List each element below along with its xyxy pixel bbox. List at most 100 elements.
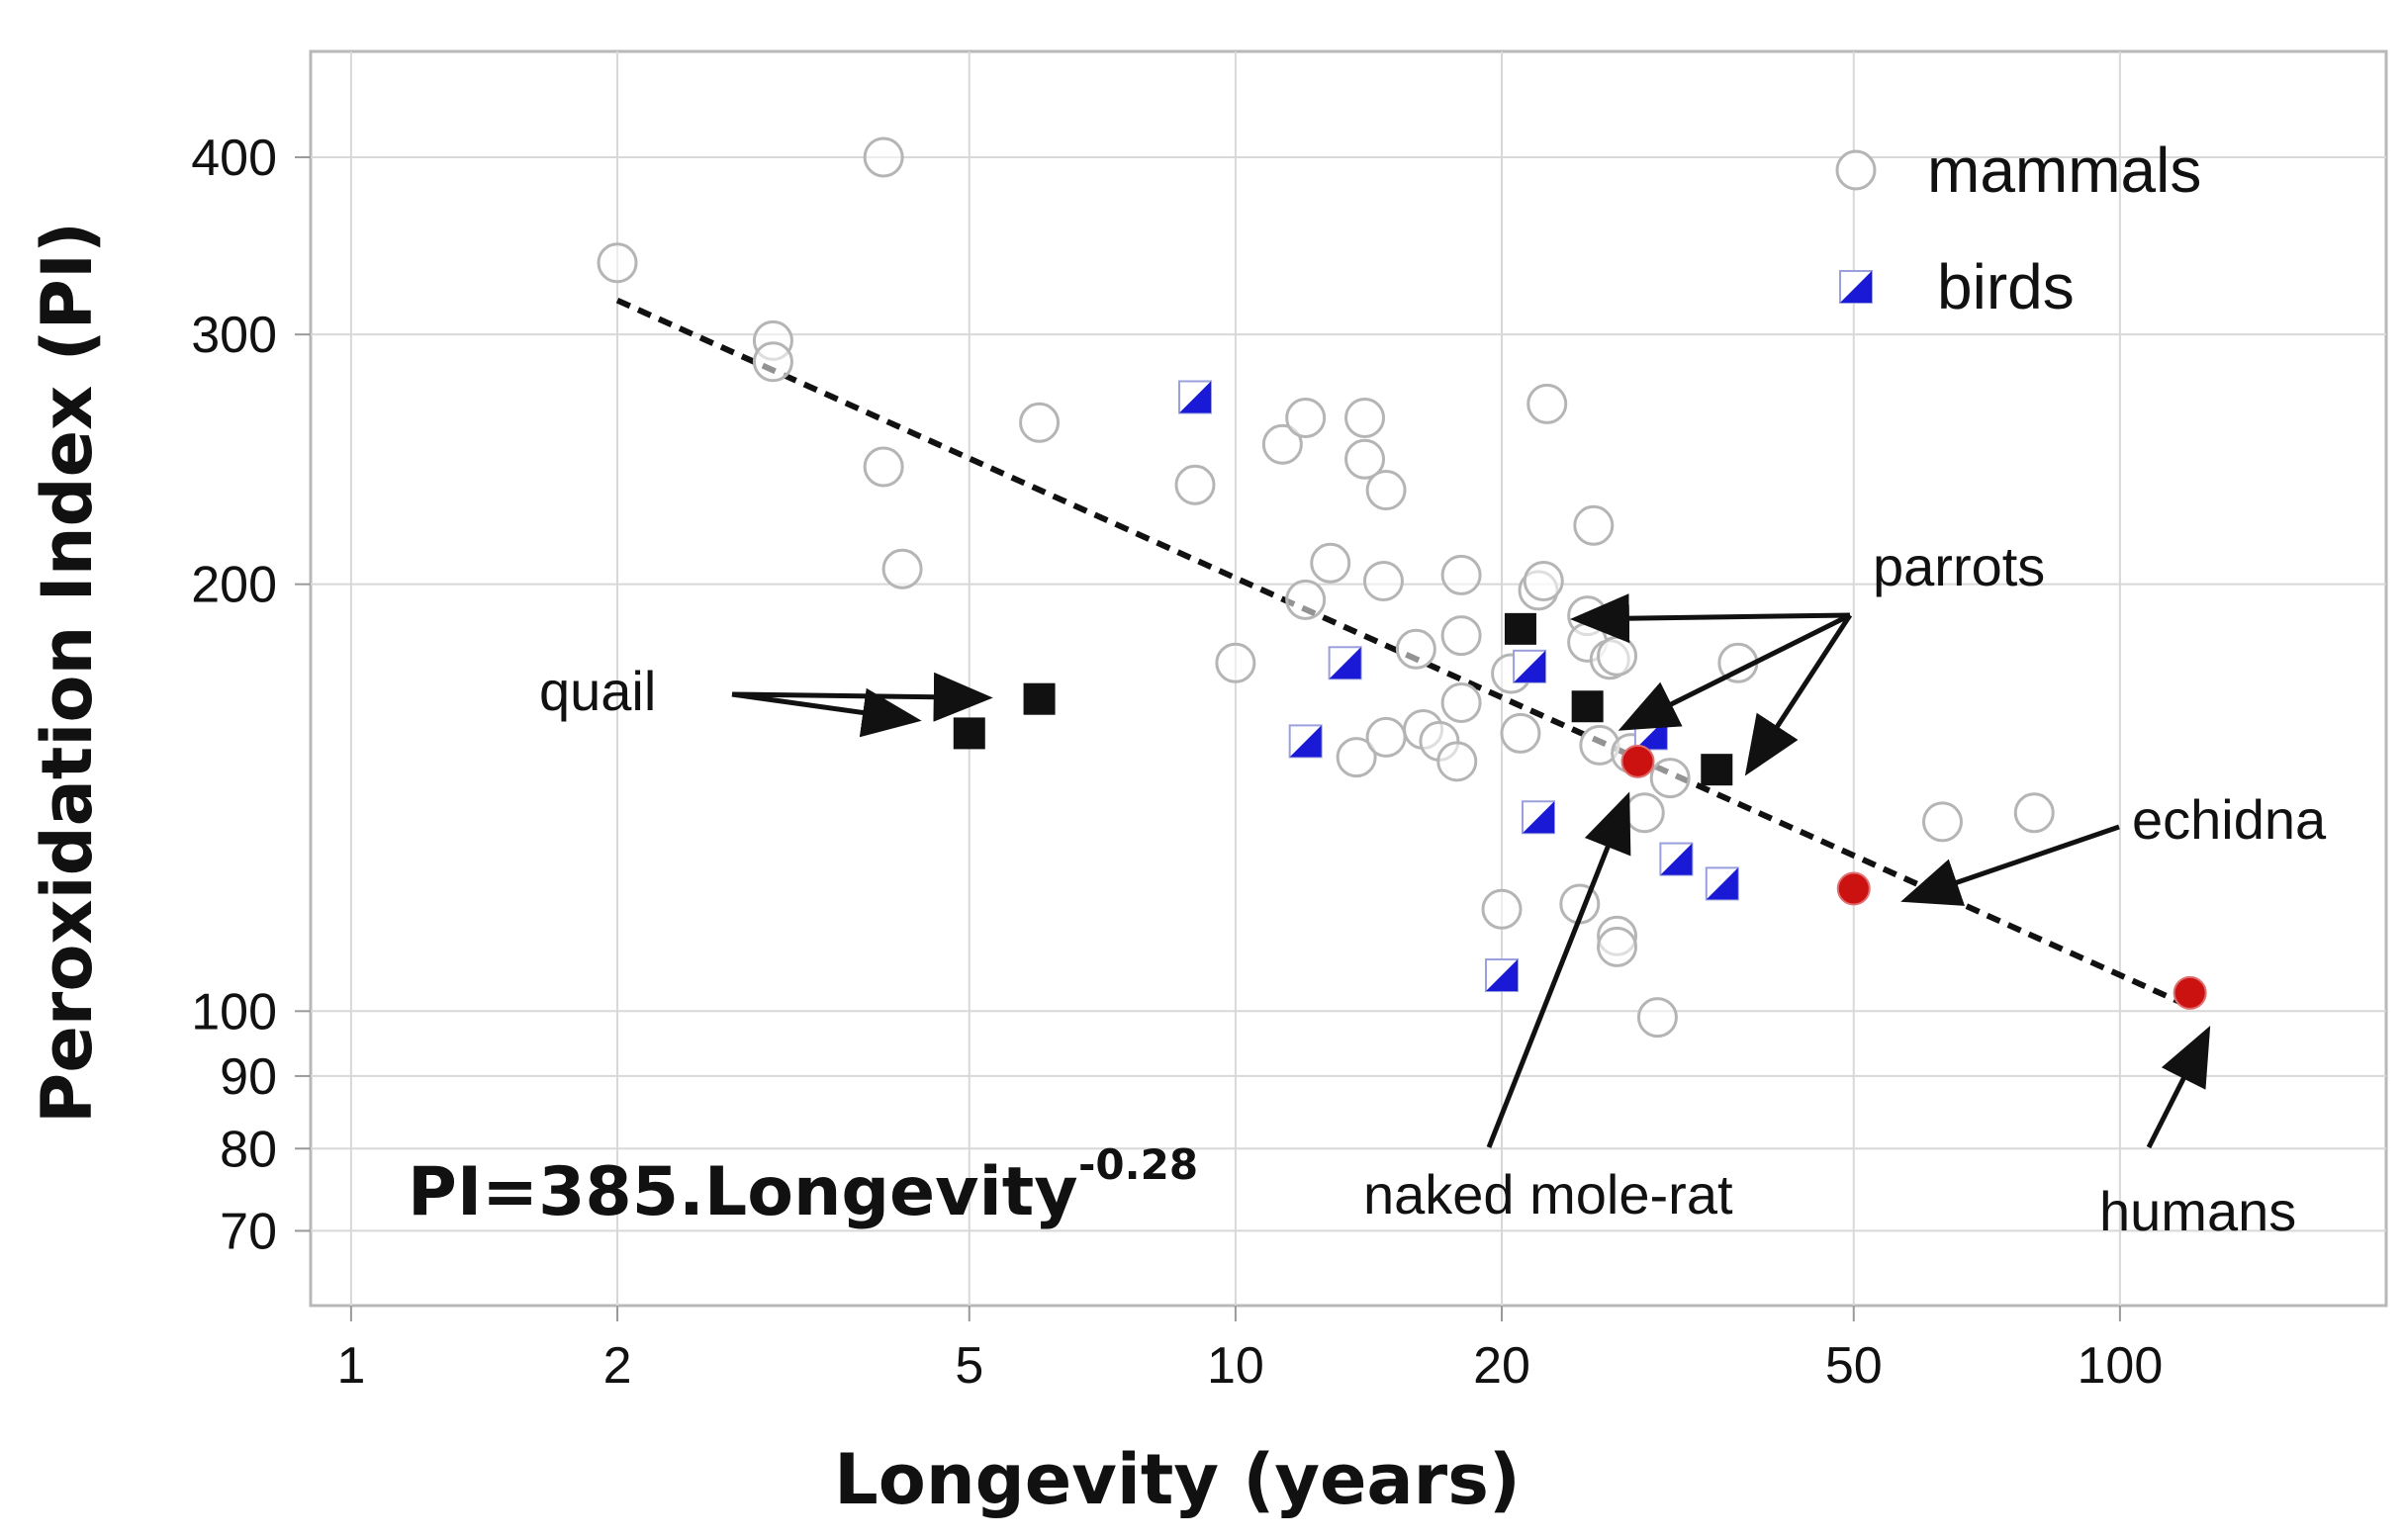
parrot-point [1701, 754, 1733, 786]
bird-point [1705, 866, 1739, 901]
mammal-point [1649, 758, 1691, 799]
bird-point-fill [1329, 647, 1361, 679]
parrots-arrow [1744, 613, 1853, 776]
mammal-point [1436, 741, 1478, 782]
y-tick-label: 90 [220, 1048, 277, 1106]
x-tick-label: 5 [955, 1337, 983, 1395]
legend-birds-label: birds [1937, 251, 2075, 322]
bird-point-fill [1660, 843, 1693, 875]
bird-point-fill [1289, 725, 1322, 758]
mammal-point [1019, 402, 1061, 443]
x-tick-label: 2 [603, 1337, 632, 1395]
humans-arrow [2146, 1025, 2211, 1149]
mammal-point [1597, 635, 1638, 677]
mammal-point [1440, 681, 1482, 723]
legend-birds-marker [1839, 270, 1873, 304]
mammal-point [1362, 561, 1404, 602]
mammal-point [1344, 398, 1386, 439]
mammal-point [1440, 554, 1482, 595]
mammal-point [1636, 997, 1678, 1039]
mammal-point [1523, 561, 1564, 602]
y-tick-label: 100 [191, 983, 277, 1041]
y-tick-label: 300 [191, 307, 277, 364]
formula: PI=385.Longevity -0.28 [408, 1140, 1198, 1231]
legend-mammals-label: mammals [1927, 135, 2201, 206]
parrot-point [1504, 612, 1536, 645]
y-tick-label: 80 [220, 1121, 277, 1178]
bird-point [1659, 842, 1694, 876]
mammal-point [881, 548, 923, 589]
y-tick-label: 70 [220, 1203, 277, 1260]
quail-point [953, 717, 985, 750]
x-tick-labels: 1 2 5 10 20 50 100 [336, 1337, 2163, 1395]
parrots-arrow [1569, 593, 1851, 644]
mammal-point [1526, 383, 1568, 424]
bird-point-fill [1523, 801, 1555, 834]
formula-text: PI=385.Longevity [408, 1153, 1078, 1231]
y-tick-label: 400 [191, 130, 277, 187]
parrots-arrow [1618, 612, 1852, 731]
data-points [597, 136, 2207, 1039]
mammal-point [1481, 888, 1523, 930]
bird-point [1328, 646, 1362, 680]
bird-point-fill [1486, 959, 1519, 992]
legend-mammals-marker [1835, 149, 1877, 191]
x-tick-label: 1 [336, 1337, 365, 1395]
quail-arrow [731, 687, 922, 738]
mammal-point [1344, 438, 1386, 480]
mammal-point [1440, 615, 1482, 657]
x-axis-title: Longevity (years) [834, 1439, 1521, 1520]
mammal-point [1215, 642, 1256, 683]
quail-arrow [731, 672, 993, 722]
mammal-point [2013, 792, 2055, 834]
bird-point [1288, 724, 1323, 759]
x-tick-label: 50 [1825, 1337, 1883, 1395]
x-tick-label: 100 [2078, 1337, 2164, 1395]
annotation-humans: humans [2099, 1180, 2296, 1242]
mammal-point [1365, 470, 1407, 511]
bird-point-fill [1706, 867, 1738, 900]
parrot-point [1571, 690, 1604, 723]
bird-point [1513, 649, 1547, 683]
mammal-point [1310, 542, 1351, 584]
mammal-point [597, 242, 638, 284]
mammal-point [863, 136, 904, 178]
naked-mole-rat-arrow [1486, 791, 1631, 1148]
annotation-arrows [731, 593, 2211, 1149]
legend: mammals birds [1835, 135, 2201, 322]
mammal-point [1573, 504, 1615, 546]
annotation-naked-mole-rat: naked mole-rat [1363, 1163, 1733, 1225]
bird-point-fill [1514, 650, 1546, 682]
mammal-point [1365, 716, 1407, 758]
mammal-point [1174, 464, 1216, 505]
y-tick-label: 200 [191, 557, 277, 614]
echidna-arrow [1900, 824, 2120, 906]
mammal-point [752, 341, 793, 383]
mammal-point [1921, 801, 1963, 843]
bird-point-fill [1178, 381, 1211, 413]
mammal-point [1285, 579, 1327, 620]
highlight-point [1620, 744, 1655, 778]
bird-point [1177, 380, 1212, 414]
annotation-quail: quail [539, 660, 656, 722]
bird-point [1522, 800, 1556, 835]
y-axis-title: Peroxidation Index (PI) [27, 222, 108, 1124]
mammal-point [1261, 423, 1303, 465]
formula-exponent: -0.28 [1078, 1140, 1198, 1189]
y-tick-labels: 70 80 90 100 200 300 400 [191, 130, 277, 1260]
quail-point [1023, 682, 1056, 715]
highlight-point [2173, 975, 2207, 1010]
x-tick-label: 10 [1207, 1337, 1264, 1395]
mammal-point [1623, 792, 1665, 834]
highlight-point [1836, 871, 1871, 906]
mammal-point [1500, 712, 1541, 754]
bird-point [1485, 958, 1520, 993]
x-tick-label: 20 [1473, 1337, 1530, 1395]
mammal-point [1597, 926, 1638, 967]
mammal-point [1336, 737, 1377, 778]
mammal-point [1285, 398, 1327, 439]
annotation-parrots: parrots [1873, 535, 2045, 597]
mammal-point [863, 446, 904, 488]
mammal-point [1395, 628, 1436, 670]
